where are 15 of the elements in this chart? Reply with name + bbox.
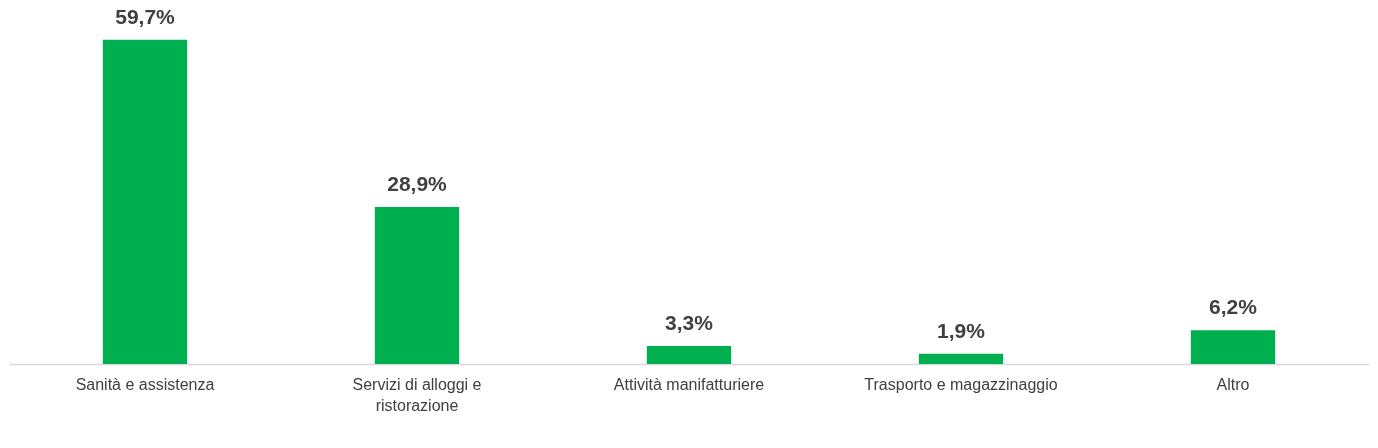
data-label: 28,9% — [387, 171, 448, 195]
x-tick-label: Altro — [1216, 375, 1250, 393]
data-label: 3,3% — [665, 311, 714, 335]
x-tick-label: Trasporto e magazzinaggio — [864, 375, 1058, 393]
data-label: 6,2% — [1209, 295, 1258, 319]
x-tick-label: Attività manifatturiere — [613, 375, 765, 393]
data-label: 59,7% — [115, 4, 176, 28]
x-tick-label: Sanità e assistenza — [75, 375, 215, 393]
bar — [646, 346, 732, 364]
x-tick-label: Servizi di alloggi e ristorazione — [352, 375, 482, 414]
bar — [1190, 330, 1276, 364]
bar — [918, 353, 1004, 364]
data-label: 1,9% — [937, 318, 986, 342]
bar — [102, 39, 188, 364]
bar — [374, 206, 460, 364]
